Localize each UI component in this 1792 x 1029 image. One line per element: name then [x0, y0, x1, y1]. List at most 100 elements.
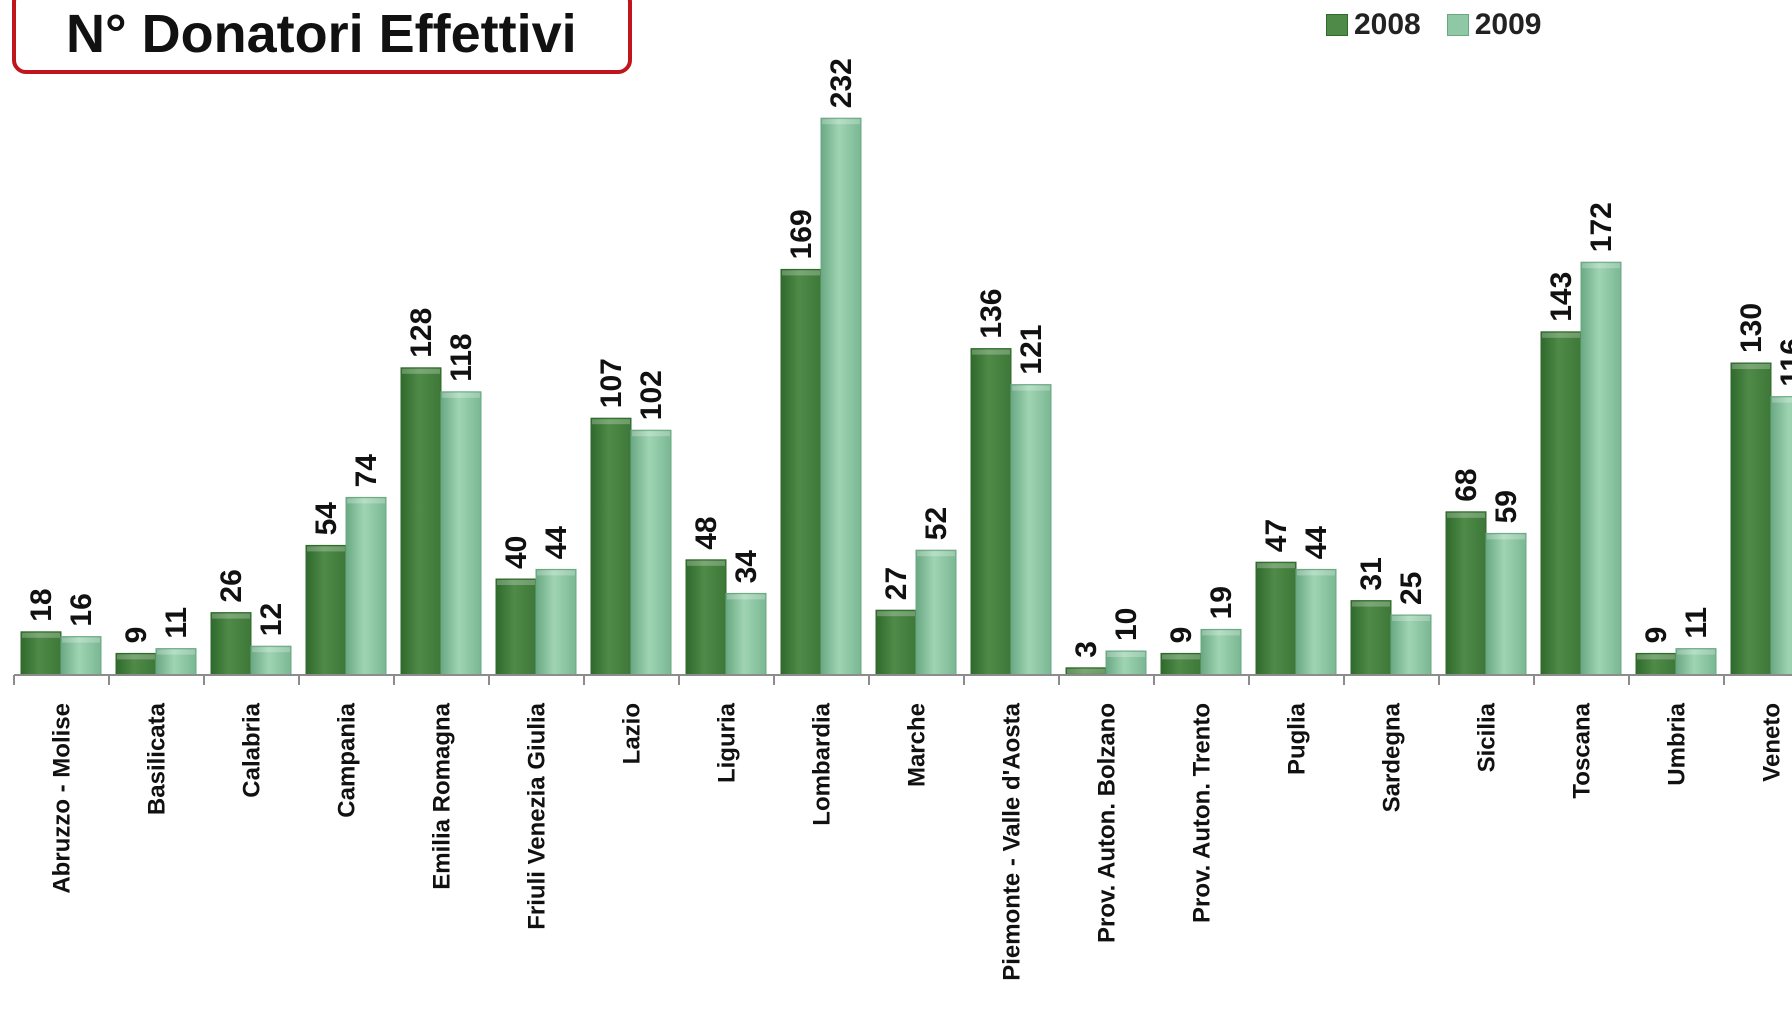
legend: 2008 2009 — [1326, 8, 1568, 42]
data-label-2009-veneto: 116 — [1775, 338, 1792, 386]
bar-bevel — [972, 350, 1010, 355]
bar-bevel — [1392, 616, 1430, 621]
legend-label-2009: 2009 — [1475, 8, 1542, 42]
data-label-2009-basilicata: 11 — [160, 607, 193, 639]
category-label-prov-auton-trento: Prov. Auton. Trento — [1189, 703, 1216, 923]
data-label-2008-lombardia: 169 — [785, 209, 818, 259]
data-label-2008-prov-auton-bolzano: 3 — [1070, 641, 1103, 658]
data-label-2008-basilicata: 9 — [120, 627, 153, 644]
bar-bevel — [1352, 602, 1390, 607]
bar-2008-toscana — [1541, 332, 1581, 675]
category-label-liguria: Liguria — [714, 702, 741, 783]
data-label-2008-emilia-romagna: 128 — [405, 308, 438, 358]
data-label-2009-piemonte-valle-d-aosta: 121 — [1015, 325, 1048, 375]
legend-swatch-2009 — [1447, 14, 1469, 36]
bar-bevel — [632, 431, 670, 436]
bar-2008-liguria — [686, 560, 726, 675]
legend-item-2008: 2008 — [1326, 8, 1421, 42]
data-label-2009-toscana: 172 — [1585, 202, 1618, 252]
bar-bevel — [1257, 563, 1295, 568]
bar-bevel — [1732, 364, 1770, 369]
bar-bevel — [497, 580, 535, 585]
category-label-puglia: Puglia — [1284, 702, 1311, 775]
category-label-lombardia: Lombardia — [809, 702, 836, 825]
bar-2009-toscana — [1581, 262, 1621, 675]
data-label-2009-friuli-venezia-giulia: 44 — [540, 526, 573, 560]
data-label-2008-lazio: 107 — [595, 358, 628, 408]
bar-2009-sicilia — [1486, 533, 1526, 675]
bar-bevel — [1542, 333, 1580, 338]
bar-2009-piemonte-valle-d-aosta — [1011, 385, 1051, 675]
data-label-2008-sicilia: 68 — [1450, 468, 1483, 501]
data-label-2009-prov-auton-bolzano: 10 — [1110, 608, 1143, 641]
legend-label-2008: 2008 — [1354, 8, 1421, 42]
bar-2009-sardegna — [1391, 615, 1431, 675]
bar-bevel — [727, 594, 765, 599]
bar-2009-liguria — [726, 593, 766, 675]
data-label-2008-sardegna: 31 — [1355, 557, 1388, 590]
bar-bevel — [917, 551, 955, 556]
data-label-2008-liguria: 48 — [690, 516, 723, 549]
bar-bevel — [1107, 652, 1145, 657]
bar-bevel — [252, 647, 290, 652]
data-label-2008-abruzzo-molise: 18 — [25, 588, 58, 621]
bar-2008-abruzzo-molise — [21, 632, 61, 675]
bar-2008-marche — [876, 610, 916, 675]
bar-2008-sardegna — [1351, 601, 1391, 675]
title-box: N° Donatori Effettivi — [12, 0, 632, 74]
bar-bevel — [1162, 654, 1200, 659]
category-label-abruzzo-molise: Abruzzo - Molise — [49, 703, 76, 894]
bar-bevel — [442, 393, 480, 398]
category-label-umbria: Umbria — [1664, 702, 1691, 785]
data-label-2008-calabria: 26 — [215, 569, 248, 602]
bar-2008-lombardia — [781, 269, 821, 675]
data-label-2008-marche: 27 — [880, 567, 913, 600]
bar-bevel — [592, 419, 630, 424]
category-labels: Abruzzo - Molise Basilicata Calabria Campan… — [49, 702, 1786, 980]
data-label-2009-umbria: 11 — [1680, 607, 1713, 639]
bar-bevel — [62, 638, 100, 643]
bar-bevel — [687, 561, 725, 566]
category-label-calabria: Calabria — [239, 702, 266, 797]
bar-2009-emilia-romagna — [441, 392, 481, 675]
bar-bevel — [1772, 398, 1792, 403]
bar-bevel — [1637, 654, 1675, 659]
bar-bevel — [1447, 513, 1485, 518]
bar-bevel — [537, 570, 575, 575]
category-label-campania: Campania — [334, 702, 361, 817]
bar-2009-lazio — [631, 430, 671, 675]
bar-2008-veneto — [1731, 363, 1771, 675]
data-label-2009-sicilia: 59 — [1490, 490, 1523, 523]
category-label-lazio: Lazio — [619, 703, 646, 764]
bar-2008-campania — [306, 545, 346, 675]
data-label-2009-marche: 52 — [920, 507, 953, 540]
data-label-2008-piemonte-valle-d-aosta: 136 — [975, 289, 1008, 339]
bar-bevel — [1202, 630, 1240, 635]
data-label-2009-abruzzo-molise: 16 — [65, 593, 98, 626]
data-label-2009-liguria: 34 — [730, 550, 763, 584]
data-label-2008-prov-auton-trento: 9 — [1165, 627, 1198, 644]
category-label-sardegna: Sardegna — [1379, 702, 1406, 812]
bar-bevel — [1297, 570, 1335, 575]
bar-bevel — [1487, 534, 1525, 539]
chart-title: N° Donatori Effettivi — [66, 3, 577, 65]
bar-2008-emilia-romagna — [401, 368, 441, 675]
bar-bevel — [307, 546, 345, 551]
bar-2008-lazio — [591, 418, 631, 675]
bar-bevel — [1582, 263, 1620, 268]
data-label-2009-sardegna: 25 — [1395, 572, 1428, 605]
data-label-2009-emilia-romagna: 118 — [445, 333, 478, 381]
bar-bevel — [117, 654, 155, 659]
bar-bevel — [1012, 386, 1050, 391]
data-label-2008-umbria: 9 — [1640, 627, 1673, 644]
bar-2009-marche — [916, 550, 956, 675]
bar-bevel — [782, 270, 820, 275]
data-label-2009-campania: 74 — [350, 454, 383, 488]
data-label-2009-lazio: 102 — [635, 370, 668, 420]
bar-2009-prov-auton-trento — [1201, 629, 1241, 675]
bar-2008-sicilia — [1446, 512, 1486, 675]
category-label-marche: Marche — [904, 703, 931, 787]
data-label-2009-puglia: 44 — [1300, 526, 1333, 560]
data-label-2008-friuli-venezia-giulia: 40 — [500, 536, 533, 569]
